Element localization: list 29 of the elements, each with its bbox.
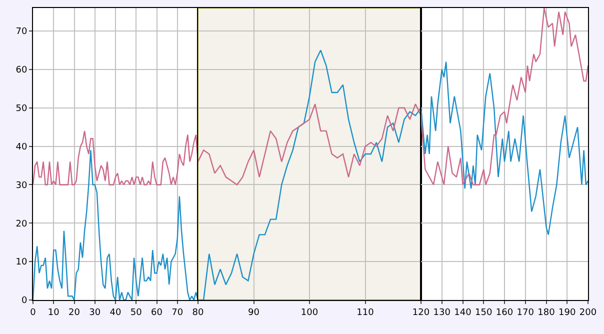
x-tick-label: 150 (475, 308, 492, 318)
x-tick-label: 90 (248, 308, 260, 318)
y-tick-label: 10 (16, 258, 28, 268)
x-tick-label: 50 (130, 308, 142, 318)
x-tick-label: 100 (300, 308, 318, 318)
x-tick-label: 120 (412, 308, 430, 318)
y-tick-label: 50 (16, 104, 28, 114)
x-tick-label: 170 (516, 308, 534, 318)
x-tick-label: 0 (30, 308, 36, 318)
x-tick-label: 20 (68, 308, 80, 318)
x-tick-label: 10 (48, 308, 60, 318)
x-tick-label: 70 (172, 308, 184, 318)
x-tick-label: 190 (558, 308, 576, 318)
x-tick-label: 130 (433, 308, 451, 318)
x-tick-label: 200 (579, 308, 597, 318)
x-tick-label: 40 (110, 308, 122, 318)
x-tick-label: 110 (356, 308, 374, 318)
y-tick-label: 30 (16, 180, 28, 191)
x-tick-label: 30 (89, 308, 101, 318)
y-tick-label: 60 (16, 66, 28, 76)
x-tick-label: 180 (538, 308, 556, 318)
x-tick-label: 140 (454, 308, 472, 318)
x-tick-label: 80 (192, 308, 204, 318)
x-tick-label: 60 (151, 308, 163, 318)
y-tick-label: 70 (16, 27, 28, 38)
x-tick-label: 160 (496, 308, 514, 318)
y-tick-label: 20 (16, 219, 28, 230)
y-tick-label: 40 (16, 142, 28, 152)
y-tick-label: 0 (21, 296, 28, 306)
